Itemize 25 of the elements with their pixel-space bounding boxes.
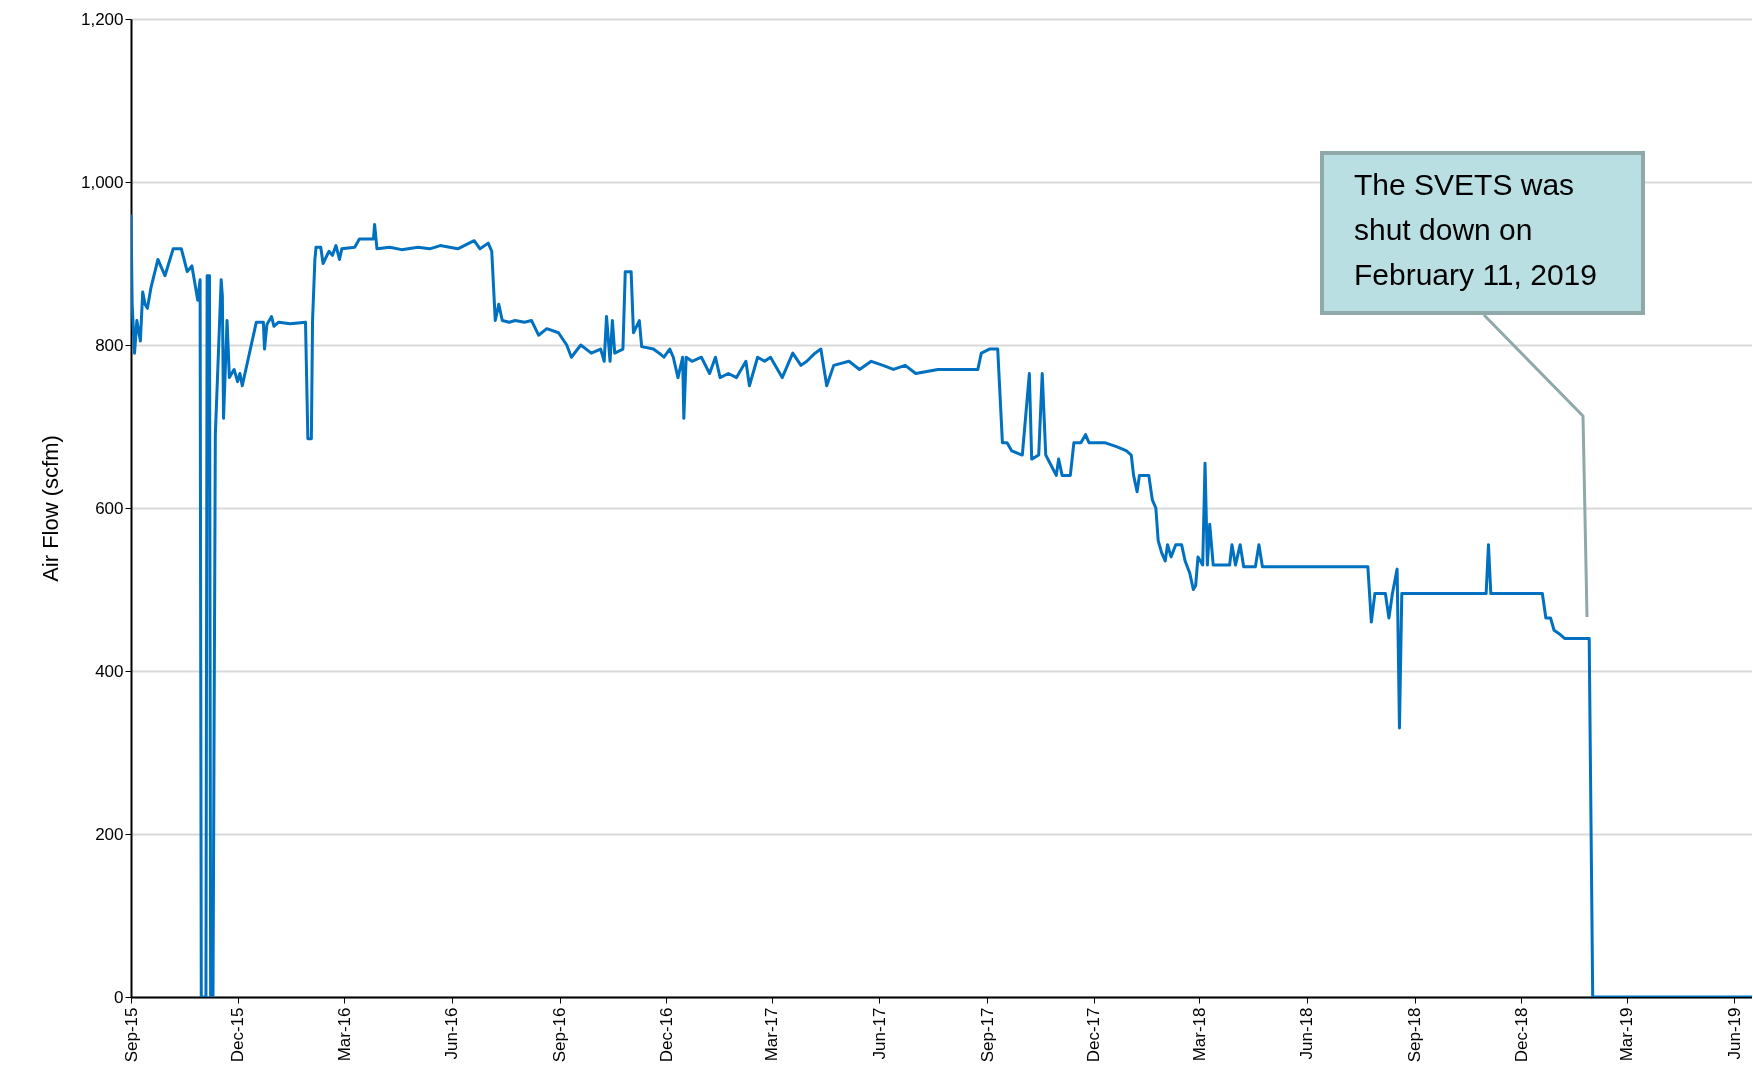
x-tick-label: Mar-19	[1617, 1007, 1637, 1062]
x-tick-label: Sep-15	[121, 1007, 141, 1063]
y-tick-label: 800	[95, 335, 124, 355]
y-tick-label: 0	[114, 987, 124, 1007]
x-tick-label: Dec-15	[228, 1007, 248, 1063]
x-tick-label: Dec-17	[1084, 1007, 1104, 1063]
y-axis-title: Air Flow (scfm)	[37, 435, 63, 582]
annotation: The SVETS was shut down on February 11, 2019	[1354, 168, 1597, 291]
x-tick-label: Dec-16	[656, 1007, 676, 1063]
y-tick-label: 1,000	[80, 172, 124, 192]
x-tick-label: Sep-17	[977, 1007, 997, 1063]
x-tick-label: Mar-16	[334, 1007, 354, 1062]
x-tick-label: Jun-19	[1724, 1007, 1744, 1060]
y-tick-label: 400	[95, 661, 124, 681]
x-tick-label: Mar-17	[762, 1007, 782, 1062]
y-tick-label: 1,200	[80, 9, 124, 29]
x-tick-label: Sep-16	[550, 1007, 570, 1063]
x-tick-label: Dec-18	[1511, 1007, 1531, 1063]
x-tick-label: Sep-18	[1405, 1007, 1425, 1063]
y-tick-label: 600	[95, 498, 124, 518]
y-tick-label: 200	[95, 824, 124, 844]
x-tick-label: Jun-17	[869, 1007, 889, 1060]
x-tick-label: Jun-18	[1297, 1007, 1317, 1060]
x-tick-label: Jun-16	[442, 1007, 462, 1060]
x-tick-label: Mar-18	[1189, 1007, 1209, 1062]
